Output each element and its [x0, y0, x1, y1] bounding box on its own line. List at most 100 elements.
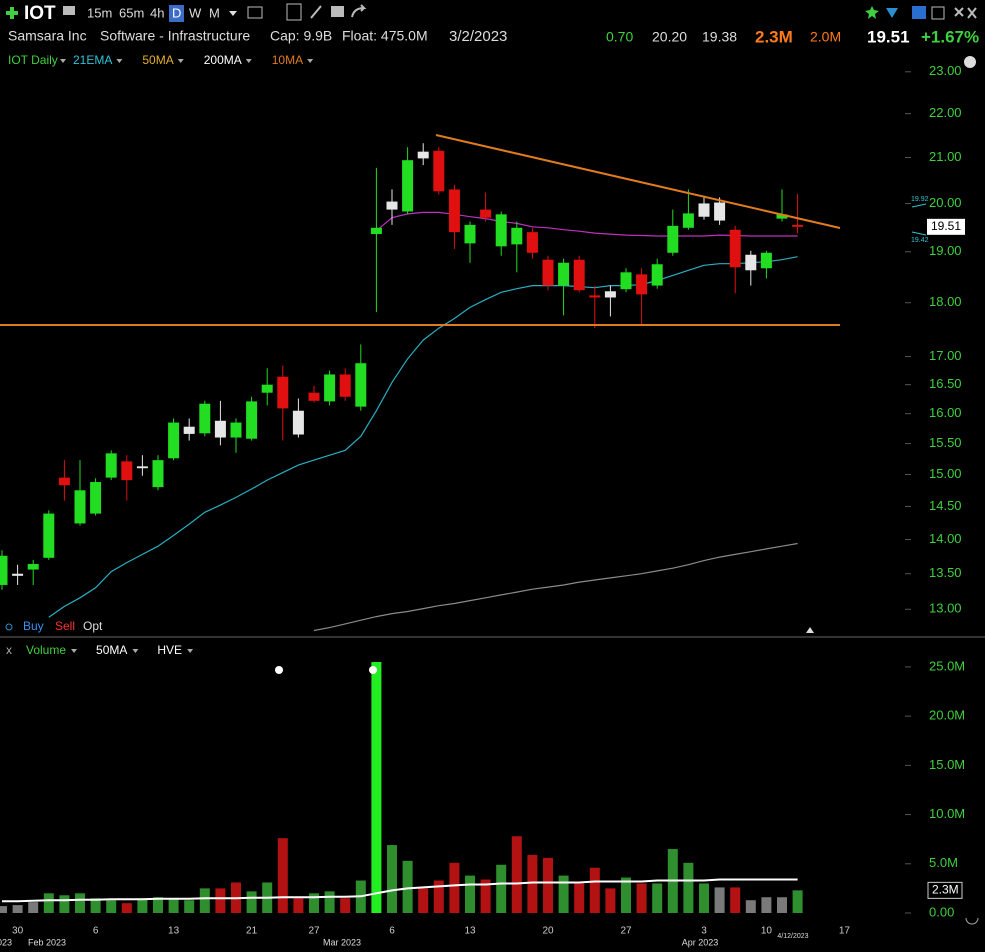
- dropdown[interactable]: [307, 59, 314, 63]
- volume-bar: [636, 883, 647, 913]
- last-price-label: 19.51: [931, 219, 961, 233]
- interval[interactable]: 4h: [150, 5, 164, 20]
- volume-bar: [402, 860, 413, 913]
- candle-body: [168, 422, 180, 459]
- y-tick-label: 15.0M: [929, 757, 965, 772]
- icon[interactable]: [63, 6, 75, 15]
- interval[interactable]: 65m: [119, 5, 144, 20]
- legend-entry[interactable]: Volume: [26, 643, 66, 657]
- collapse-icon[interactable]: [806, 627, 814, 633]
- float: Float: 475.0M: [342, 28, 428, 44]
- legend-entry[interactable]: 21EMA: [73, 53, 112, 67]
- icon[interactable]: [865, 6, 879, 19]
- industry: Software - Infrastructure: [100, 28, 250, 44]
- icon[interactable]: [351, 4, 367, 18]
- candle-body: [729, 229, 741, 268]
- dropdown[interactable]: [132, 649, 139, 653]
- candle-body: [651, 264, 663, 286]
- add-icon[interactable]: [6, 7, 18, 19]
- icon[interactable]: [247, 6, 263, 19]
- legend-entry[interactable]: 200MA: [204, 53, 242, 67]
- volume-bar: [652, 883, 663, 913]
- volume-bar: [0, 906, 7, 913]
- dropdown[interactable]: [60, 59, 66, 63]
- candle-body: [27, 564, 39, 570]
- legend: Volume 50MA HVE: [26, 643, 194, 657]
- dropdown[interactable]: [177, 59, 184, 63]
- company: Samsara Inc: [8, 28, 87, 44]
- volume-bar: [121, 903, 132, 913]
- close-icon[interactable]: [967, 7, 977, 19]
- dropdown[interactable]: [187, 649, 194, 653]
- hve-marker: [369, 666, 377, 674]
- legend-title[interactable]: IOT Daily: [8, 53, 58, 67]
- close-button[interactable]: x: [6, 643, 12, 657]
- interval[interactable]: 15m: [87, 5, 112, 20]
- x-tick-label: 6: [389, 926, 395, 937]
- icon[interactable]: [965, 917, 979, 925]
- legend-entry[interactable]: 10MA: [272, 53, 303, 67]
- volume: 2.3M: [755, 27, 793, 46]
- interval[interactable]: D: [172, 5, 181, 20]
- candle-body: [214, 420, 226, 438]
- volume-bar: [418, 888, 429, 913]
- candle-body: [714, 202, 726, 221]
- y-tick-label: 17.00: [929, 348, 962, 363]
- volume-bar: [215, 888, 226, 913]
- icon[interactable]: [964, 56, 976, 68]
- icon[interactable]: [954, 7, 964, 17]
- candle-body: [199, 403, 211, 434]
- candle-body: [58, 477, 70, 486]
- interval[interactable]: M: [209, 5, 220, 20]
- symbol[interactable]: IOT: [24, 3, 56, 24]
- legend-entry[interactable]: 50MA: [96, 643, 127, 657]
- candle-body: [526, 232, 538, 253]
- icon[interactable]: [912, 6, 926, 19]
- sell-button[interactable]: Sell: [55, 619, 75, 633]
- icon[interactable]: [931, 6, 945, 20]
- volume-bar: [387, 845, 397, 913]
- y-tick-label: 25.0M: [929, 658, 965, 673]
- volume-bar: [106, 900, 117, 913]
- line-value: 19.42: [911, 237, 929, 244]
- plot-area: [0, 143, 804, 632]
- volume-bar: [683, 862, 694, 913]
- interval[interactable]: W: [189, 5, 202, 20]
- volume-bar: [761, 897, 772, 913]
- line: [48, 256, 798, 618]
- volume-bar: [277, 838, 288, 913]
- y-tick-label: 13.50: [929, 565, 962, 580]
- candle-body: [0, 555, 8, 585]
- stat: 0.70: [606, 29, 633, 45]
- trend-line[interactable]: [435, 134, 841, 229]
- y-tick-label: 20.00: [929, 195, 962, 210]
- legend-entry[interactable]: 50MA: [142, 53, 173, 67]
- y-tick-label: 5.0M: [929, 855, 958, 870]
- volume-panel: 0.00 5.0M 10.0M 15.0M 20.0M 25.0M 2.3M: [0, 658, 965, 919]
- line-value: 19.92: [911, 196, 929, 203]
- legend-entry[interactable]: HVE: [157, 643, 182, 657]
- candle-body: [74, 490, 86, 524]
- opt-button[interactable]: Opt: [83, 619, 103, 633]
- x-tick-label: 21: [246, 926, 258, 937]
- volume-bar: [543, 857, 553, 913]
- candle-body: [292, 410, 304, 435]
- candle-body: [433, 150, 445, 192]
- dropdown[interactable]: [245, 59, 252, 63]
- dropdown[interactable]: [71, 649, 78, 653]
- icon[interactable]: [886, 8, 898, 18]
- buy-button[interactable]: Buy: [23, 619, 44, 633]
- x-tick-label: 6: [93, 926, 99, 937]
- icon[interactable]: [331, 6, 344, 17]
- icon[interactable]: [286, 3, 302, 21]
- candle-body: [480, 209, 492, 218]
- dropdown[interactable]: [116, 59, 123, 63]
- line: [376, 211, 798, 237]
- volume-bar: [574, 883, 585, 913]
- x-tick-label: 27: [308, 926, 320, 937]
- dropdown[interactable]: [229, 11, 237, 16]
- stat: 20.20: [652, 29, 687, 45]
- icon[interactable]: [310, 5, 322, 19]
